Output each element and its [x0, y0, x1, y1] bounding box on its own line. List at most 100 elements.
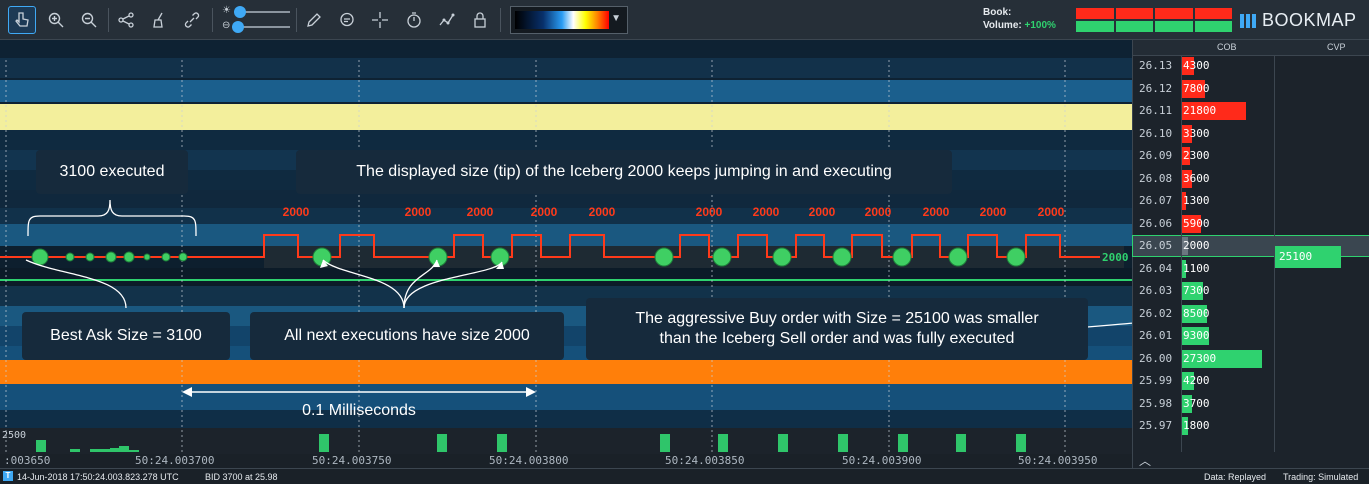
callout-aggressive-buy: The aggressive Buy order with Size = 251… — [586, 298, 1088, 360]
execution-dot — [654, 247, 674, 267]
ladder-row[interactable]: 25.99 4200 — [1133, 371, 1369, 391]
ladder-size: 8500 — [1183, 306, 1210, 320]
callout-iceberg-tip: The displayed size (tip) of the Iceberg … — [296, 150, 952, 194]
heatmap-palette-select[interactable]: ▼ — [510, 6, 628, 34]
ladder-size-bar — [1182, 349, 1263, 368]
chevron-up-icon[interactable]: ︿ — [1139, 454, 1152, 468]
ladder-row[interactable]: 25.97 1800 — [1133, 416, 1369, 436]
volume-bar — [100, 449, 110, 452]
status-data-mode: Data: Replayed — [1204, 472, 1267, 482]
share-icon[interactable] — [112, 6, 140, 34]
ladder-price: 25.97 — [1139, 419, 1173, 432]
price-ladder[interactable]: COB CVP 26.13 4300 26.12 7800 26.11 21800 26.1… — [1132, 40, 1369, 468]
ladder-price: 26.12 — [1139, 81, 1173, 95]
heatmap-contrast-slider[interactable]: ☀ — [222, 5, 292, 19]
ladder-size: 1100 — [1183, 261, 1210, 275]
heatmap-chart[interactable]: 2000 2000 2000 2000 2000 2000 2000 2000 2000 2000… — [0, 40, 1132, 468]
toolbar: ☀ ⊖ ▼ Book: Volume: + — [0, 0, 1369, 40]
ladder-price: 26.01 — [1139, 329, 1173, 342]
volume-bar — [778, 434, 788, 452]
ladder-size-bar — [1182, 417, 1189, 435]
threshold-icon: ⊖ — [222, 20, 231, 31]
pointer-icon[interactable] — [8, 6, 36, 34]
ladder-size: 3300 — [1183, 126, 1210, 140]
ladder-size: 5900 — [1183, 216, 1210, 230]
volume-bar — [437, 434, 447, 452]
ladder-price: 26.03 — [1139, 284, 1173, 297]
ladder-row[interactable]: 26.08 3600 — [1133, 169, 1369, 189]
execution-dot — [31, 248, 49, 266]
ladder-row[interactable]: 26.07 1300 — [1133, 191, 1369, 211]
ladder-row[interactable]: 26.03 7300 — [1133, 281, 1369, 301]
ladder-row[interactable]: 26.00 27300 — [1133, 349, 1369, 369]
time-axis-label: 50:24.003950 — [1018, 454, 1097, 467]
trading-icon: T — [3, 471, 13, 481]
execution-dot — [1006, 247, 1026, 267]
callout-best-ask: Best Ask Size = 3100 — [22, 312, 230, 360]
ladder-row[interactable]: 26.13 4300 — [1133, 56, 1369, 76]
volume-bar — [898, 434, 908, 452]
brightness-icon: ☀ — [222, 5, 231, 16]
execution-dot — [178, 252, 188, 262]
ladder-size-bar — [1182, 214, 1201, 233]
ladder-price: 26.13 — [1139, 59, 1173, 72]
cvp-volume-bar — [1275, 246, 1341, 268]
volume-bar — [497, 434, 507, 452]
ladder-size-bar — [1182, 259, 1187, 278]
ladder-row[interactable]: 26.06 5900 — [1133, 214, 1369, 234]
ladder-size-bar — [1182, 372, 1195, 390]
zoom-in-icon[interactable] — [42, 6, 70, 34]
ladder-price: 26.05 — [1139, 239, 1173, 252]
callout-executed: 3100 executed — [36, 150, 188, 194]
iceberg-size-label: 2000 — [283, 205, 310, 219]
chat-icon[interactable] — [333, 6, 361, 34]
ladder-size: 3700 — [1183, 396, 1210, 410]
ladder-size-bar — [1182, 304, 1207, 323]
ladder-row[interactable]: 26.10 3300 — [1133, 124, 1369, 144]
volume-bar — [838, 434, 848, 452]
iceberg-size-label: 2000 — [865, 205, 892, 219]
volume-bar — [119, 446, 129, 452]
ladder-price: 26.11 — [1139, 104, 1173, 117]
ladder-size-bar — [1182, 394, 1193, 413]
broom-icon[interactable] — [145, 6, 173, 34]
lock-icon[interactable] — [466, 6, 494, 34]
ladder-size-bar — [1182, 124, 1193, 143]
heatmap-threshold-slider[interactable]: ⊖ — [222, 20, 292, 34]
ladder-size-bar — [1182, 282, 1203, 300]
status-timestamp: 14-Jun-2018 17:50:24.003.823.278 UTC — [17, 472, 179, 482]
zoom-out-icon[interactable] — [75, 6, 103, 34]
logo-mark-icon — [1240, 13, 1256, 28]
ladder-row[interactable]: 26.04 1100 — [1133, 259, 1369, 279]
ladder-size-bar — [1182, 79, 1205, 98]
indicator-icon[interactable] — [433, 6, 461, 34]
execution-dot — [65, 252, 75, 262]
volume-label-text: Volume: — [983, 20, 1022, 31]
link-icon[interactable] — [178, 6, 206, 34]
ladder-size-bar — [1182, 102, 1246, 120]
execution-dot — [490, 247, 510, 267]
callout-next-executions: All next executions have size 2000 — [250, 312, 564, 360]
iceberg-size-label: 2000 — [589, 205, 616, 219]
ladder-row[interactable]: 25.98 3700 — [1133, 394, 1369, 414]
pencil-icon[interactable] — [300, 6, 328, 34]
book-imbalance-bar — [1076, 8, 1232, 19]
iceberg-labels: 2000 2000 2000 2000 2000 2000 2000 2000 2000 2000… — [283, 205, 1065, 219]
ladder-row[interactable]: 26.12 7800 — [1133, 79, 1369, 99]
iceberg-size-label: 2000 — [753, 205, 780, 219]
volume-bar — [110, 448, 120, 452]
ladder-size: 7800 — [1183, 81, 1210, 95]
volume-bar — [1016, 434, 1026, 452]
volume-bars — [36, 434, 1026, 452]
time-axis-label: 50:24.003900 — [842, 454, 921, 467]
ladder-row[interactable]: 26.09 2300 — [1133, 146, 1369, 166]
execution-dot — [832, 247, 852, 267]
crosshair-icon[interactable] — [366, 6, 394, 34]
ladder-size: 27300 — [1183, 351, 1217, 365]
timer-icon[interactable] — [400, 6, 428, 34]
execution-dot — [892, 247, 912, 267]
ladder-row[interactable]: 26.02 8500 — [1133, 304, 1369, 324]
ladder-row[interactable]: 26.11 21800 — [1133, 101, 1369, 121]
ladder-row[interactable]: 26.01 9300 — [1133, 326, 1369, 346]
